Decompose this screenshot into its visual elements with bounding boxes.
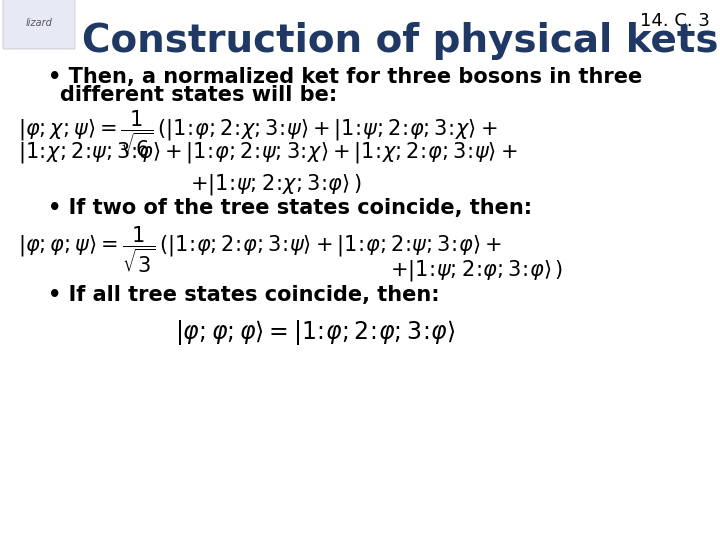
Text: • Then, a normalized ket for three bosons in three: • Then, a normalized ket for three boson… (48, 67, 642, 87)
Text: different states will be:: different states will be: (60, 85, 337, 105)
Text: $|1\!:\!\chi;2\!:\!\psi;3\!:\!\varphi\rangle+|1\!:\!\varphi;2\!:\!\psi;3\!:\!\ch: $|1\!:\!\chi;2\!:\!\psi;3\!:\!\varphi\ra… (18, 140, 518, 165)
Text: Construction of physical kets: Construction of physical kets (82, 22, 719, 60)
Text: $|\varphi;\varphi;\varphi\rangle = |1\!:\!\varphi;2\!:\!\varphi;3\!:\!\varphi\ra: $|\varphi;\varphi;\varphi\rangle = |1\!:… (175, 318, 456, 347)
Text: $+|1\!:\!\psi;2\!:\!\chi;3\!:\!\varphi\rangle\,)$: $+|1\!:\!\psi;2\!:\!\chi;3\!:\!\varphi\r… (190, 172, 361, 197)
Text: $|\varphi;\chi;\psi\rangle = \dfrac{1}{\sqrt{6}}\,(|1\!:\!\varphi;2\!:\!\chi;3\!: $|\varphi;\chi;\psi\rangle = \dfrac{1}{\… (18, 108, 498, 159)
Text: • If all tree states coincide, then:: • If all tree states coincide, then: (48, 285, 440, 305)
FancyBboxPatch shape (3, 0, 75, 49)
Text: $|\varphi;\varphi;\psi\rangle = \dfrac{1}{\sqrt{3}}\,(|1\!:\!\varphi;2\!:\!\varp: $|\varphi;\varphi;\psi\rangle = \dfrac{1… (18, 224, 502, 275)
Text: • If two of the tree states coincide, then:: • If two of the tree states coincide, th… (48, 198, 532, 218)
Text: $+|1\!:\!\psi;2\!:\!\varphi;3\!:\!\varphi\rangle\,)$: $+|1\!:\!\psi;2\!:\!\varphi;3\!:\!\varph… (390, 258, 563, 283)
Text: lizard: lizard (26, 18, 53, 28)
Text: 14. C. 3: 14. C. 3 (640, 12, 710, 30)
